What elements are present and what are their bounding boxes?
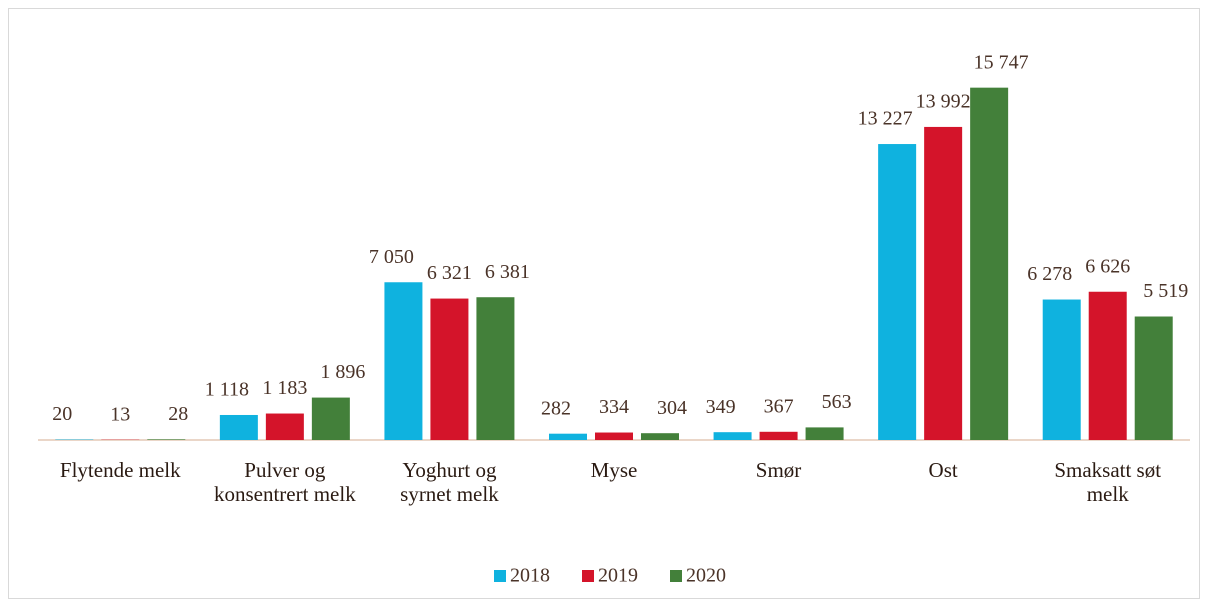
x-tick-label: Ost xyxy=(928,458,958,482)
data-label: 1 896 xyxy=(320,361,365,383)
data-label: 334 xyxy=(599,396,629,418)
data-label: 563 xyxy=(822,391,852,413)
x-tick-label: Pulver og konsentrert melk xyxy=(213,458,356,506)
bar xyxy=(476,297,515,440)
data-label: 367 xyxy=(764,395,794,417)
bar xyxy=(549,433,587,440)
bar xyxy=(1042,299,1081,440)
bar xyxy=(1134,316,1173,440)
data-label: 7 050 xyxy=(369,246,414,268)
bar xyxy=(595,432,633,440)
bar xyxy=(805,427,844,440)
legend-swatch xyxy=(670,570,682,582)
data-label: 5 519 xyxy=(1143,280,1188,302)
data-label: 13 xyxy=(110,403,130,425)
data-label: 1 118 xyxy=(205,379,249,401)
legend-label: 2020 xyxy=(686,565,726,587)
x-tick-label: Smaksatt søt melk xyxy=(1054,458,1162,506)
bar xyxy=(384,282,423,440)
data-label: 13 992 xyxy=(916,91,971,113)
x-tick-label: Flytende melk xyxy=(59,458,181,482)
data-label: 20 xyxy=(52,403,72,425)
bar xyxy=(265,413,304,440)
data-label: 13 227 xyxy=(858,108,913,130)
legend-label: 2019 xyxy=(598,565,638,587)
bar xyxy=(924,126,963,440)
bar xyxy=(147,439,186,440)
x-tick-label: Yoghurt og syrnet melk xyxy=(400,458,499,506)
data-label: 304 xyxy=(657,397,687,419)
data-label: 6 381 xyxy=(485,261,530,283)
legend-swatch xyxy=(582,570,594,582)
legend-label: 2018 xyxy=(510,565,550,587)
bar xyxy=(219,414,258,440)
chart-frame xyxy=(8,8,1200,599)
data-label: 15 747 xyxy=(974,51,1029,73)
legend-swatch xyxy=(494,570,506,582)
bar xyxy=(759,431,798,440)
data-label: 1 183 xyxy=(262,377,307,399)
data-label: 349 xyxy=(706,396,736,418)
data-label: 6 278 xyxy=(1027,263,1072,285)
bar xyxy=(641,433,679,440)
x-tick-label: Smør xyxy=(755,458,802,482)
bar xyxy=(878,144,917,440)
x-tick-label: Myse xyxy=(590,458,638,482)
data-label: 28 xyxy=(168,403,188,425)
bar xyxy=(713,432,752,440)
bar xyxy=(1088,291,1127,440)
data-label: 282 xyxy=(541,397,571,419)
bar xyxy=(970,87,1009,440)
bar xyxy=(311,397,350,440)
bar xyxy=(430,298,469,440)
data-label: 6 626 xyxy=(1085,255,1130,277)
data-label: 6 321 xyxy=(427,262,472,284)
